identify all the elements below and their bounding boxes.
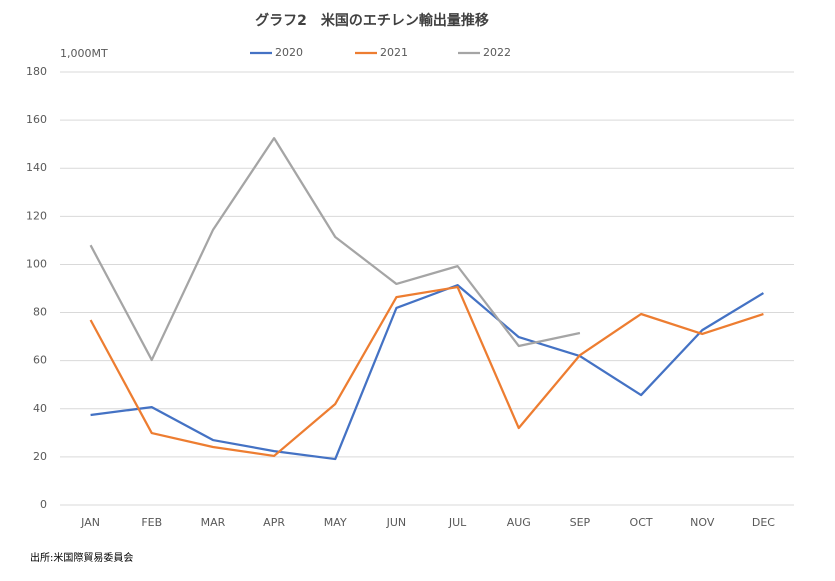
- x-tick-label: AUG: [507, 516, 531, 529]
- x-tick-label: JUL: [448, 516, 467, 529]
- legend-label: 2022: [483, 46, 511, 59]
- x-tick-label: SEP: [570, 516, 591, 529]
- x-tick-label: MAR: [201, 516, 226, 529]
- x-tick-label: MAY: [324, 516, 347, 529]
- x-tick-label: JUN: [386, 516, 407, 529]
- series-line: [89, 137, 581, 362]
- y-tick-label: 0: [40, 498, 47, 511]
- series-line: [90, 284, 764, 461]
- x-tick-label: APR: [263, 516, 285, 529]
- y-axis-label: 1,000MT: [60, 47, 108, 60]
- x-tick-label: OCT: [630, 516, 653, 529]
- legend-label: 2020: [275, 46, 303, 59]
- y-tick-label: 100: [26, 257, 47, 270]
- x-tick-label: NOV: [690, 516, 715, 529]
- series-line: [89, 285, 764, 458]
- y-tick-label: 120: [26, 209, 47, 222]
- y-tick-label: 80: [33, 306, 47, 319]
- x-tick-label: DEC: [752, 516, 775, 529]
- legend-label: 2021: [380, 46, 408, 59]
- y-tick-label: 160: [26, 113, 47, 126]
- y-tick-label: 60: [33, 354, 47, 367]
- y-tick-label: 20: [33, 450, 47, 463]
- y-tick-label: 40: [33, 402, 47, 415]
- y-tick-label: 180: [26, 65, 47, 78]
- y-tick-label: 140: [26, 161, 47, 174]
- chart-title: グラフ2 米国のエチレン輸出量推移: [255, 12, 489, 29]
- x-tick-label: JAN: [80, 516, 100, 529]
- x-tick-label: FEB: [141, 516, 162, 529]
- source-note: 出所:米国際貿易委員会: [30, 551, 133, 564]
